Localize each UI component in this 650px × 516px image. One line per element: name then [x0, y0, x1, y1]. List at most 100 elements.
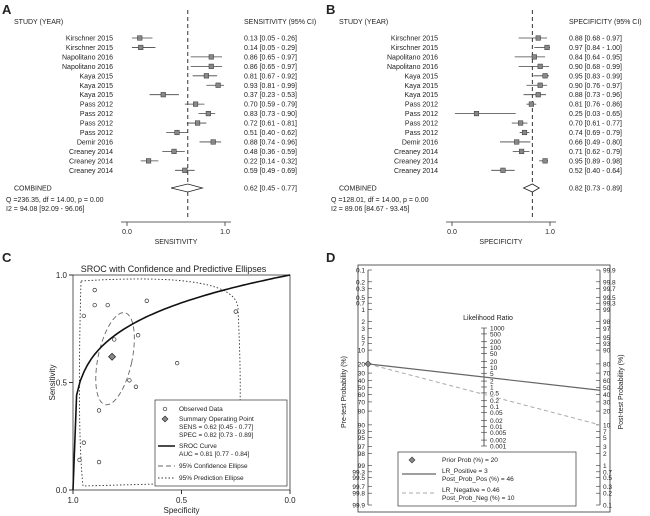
lr-title: Likelihood Ratio	[463, 315, 513, 322]
heterogeneity-stat: Q =128.01, df = 14.00, p = 0.00	[331, 197, 429, 204]
study-label: Pass 2012	[405, 130, 438, 137]
x-tick-label: 1.0	[220, 229, 230, 236]
x-tick-label: 1.0	[545, 229, 555, 236]
lr-tick-label: 0.5	[490, 390, 499, 397]
observed-point	[112, 337, 117, 342]
negative-lr-line	[367, 363, 601, 426]
ci-label: 0.86 [0.65 - 0.97]	[244, 54, 297, 61]
study-label: Kirschner 2015	[66, 45, 113, 52]
posttest-tick-label: 99.5	[603, 295, 616, 302]
ci-label: 0.74 [0.69 - 0.79]	[569, 130, 622, 137]
pretest-tick-label: 70	[358, 399, 366, 406]
legend-prior-symbol	[408, 456, 416, 464]
study-label: Creaney 2014	[69, 149, 113, 156]
point-estimate	[518, 120, 524, 126]
heterogeneity-stat: I2 = 89.06 [84.67 - 93.45]	[331, 206, 409, 213]
study-label: Kirschner 2015	[66, 36, 113, 43]
pretest-tick-label: 30	[358, 371, 366, 378]
posttest-tick-label: 1	[603, 463, 607, 470]
panel-c: C SROC with Confidence and Predictive El…	[2, 250, 296, 515]
point-estimate	[146, 158, 152, 164]
ci-label: 0.97 [0.84 - 1.00]	[569, 45, 622, 52]
ci-label: 0.90 [0.68 - 0.99]	[569, 64, 622, 71]
study-label: Napolitano 2016	[62, 54, 113, 61]
observed-point	[96, 408, 102, 413]
lr-tick-label: 1000	[490, 326, 505, 333]
pretest-tick-label: 3	[361, 326, 365, 333]
lr-tick-label: 0.02	[490, 418, 503, 425]
pretest-tick-label: 20	[358, 361, 366, 368]
ci-label: 0.51 [0.40 - 0.62]	[244, 130, 297, 137]
point-estimate	[500, 167, 506, 173]
point-estimate	[193, 101, 199, 107]
observed-point	[92, 302, 97, 308]
lr-tick-label: 0.005	[490, 430, 507, 437]
point-estimate	[473, 111, 480, 117]
pretest-tick-label: 95	[358, 435, 366, 442]
pretest-tick-label: 90	[358, 422, 366, 429]
posttest-tick-label: 98	[603, 319, 611, 326]
pretest-tick-label: 99.3	[352, 469, 365, 476]
study-label: Creaney 2014	[394, 149, 438, 156]
positive-lr-line	[367, 363, 601, 391]
study-label: Pass 2012	[405, 102, 438, 109]
posttest-tick-label: 40	[603, 392, 611, 399]
x-axis-title: SPECIFICITY	[479, 239, 523, 246]
ci-label: 0.37 [0.23 - 0.53]	[244, 92, 297, 99]
observed-point	[81, 313, 86, 319]
forest-plot-sensitivity: STUDY (YEAR) SENSITIVITY (95% CI) Kirschne…	[6, 10, 316, 246]
posttest-tick-label: 93	[603, 341, 611, 348]
point-estimate	[514, 139, 520, 145]
point-estimate	[519, 148, 525, 154]
point-estimate	[528, 101, 534, 107]
combined-ci: 0.62 [0.45 - 0.77]	[244, 186, 297, 193]
legend-lr-negative: LR_Negative = 0.46	[442, 487, 500, 494]
study-label: Kaya 2015	[80, 73, 114, 80]
y-tick-label: 1.0	[56, 271, 68, 280]
ci-label: 0.72 [0.61 - 0.81]	[244, 121, 297, 128]
point-estimate	[138, 44, 144, 51]
study-label: Pass 2012	[80, 130, 113, 137]
lr-tick-label: 100	[490, 345, 501, 352]
point-estimate	[210, 139, 216, 145]
legend-prior: Prior Prob (%) = 20	[442, 457, 498, 464]
combined-ci: 0.82 [0.73 - 0.89]	[569, 186, 622, 193]
point-estimate	[160, 92, 166, 98]
lr-tick-label: 0.2	[490, 398, 499, 405]
pretest-tick-label: 98	[358, 451, 366, 458]
study-label: Creaney 2014	[69, 158, 113, 165]
combined-label: COMBINED	[14, 186, 52, 193]
prior-marker	[364, 360, 372, 368]
posttest-tick-label: 80	[603, 361, 611, 368]
study-label: Pass 2012	[80, 102, 113, 109]
legend-post-neg: Post_Prob_Neg (%) = 10	[442, 495, 515, 502]
pretest-tick-label: 50	[358, 385, 366, 392]
observed-point	[135, 333, 141, 338]
ci-label: 0.86 [0.65 - 0.97]	[244, 64, 297, 71]
study-label: Kaya 2015	[405, 92, 439, 99]
study-label: Pass 2012	[405, 121, 438, 128]
forest-plot-specificity: STUDY (YEAR) SPECIFICITY (95% CI) Kirschne…	[331, 10, 642, 246]
study-label: Demir 2016	[77, 139, 113, 146]
posttest-tick-label: 90	[603, 348, 611, 355]
legend-lr-positive: LR_Positive = 3	[442, 468, 488, 475]
study-label: Pass 2012	[80, 121, 113, 128]
sroc-plot: SROC with Confidence and Predictive Elli…	[48, 264, 296, 515]
header-estimate: SPECIFICITY (95% CI)	[569, 19, 642, 26]
observed-point	[127, 378, 132, 383]
y-tick-label: 0.0	[56, 486, 68, 495]
pretest-tick-label: 99	[358, 463, 366, 470]
legend-summary-symbol	[161, 415, 169, 423]
heterogeneity-stat: I2 = 94.08 [92.09 - 96.06]	[6, 206, 84, 213]
ci-label: 0.25 [0.03 - 0.65]	[569, 111, 622, 118]
header-study: STUDY (YEAR)	[339, 19, 388, 26]
point-estimate	[195, 120, 201, 126]
point-estimate	[203, 73, 209, 79]
header-study: STUDY (YEAR)	[14, 19, 63, 26]
lr-tick-label: 0.001	[490, 444, 507, 451]
ci-label: 0.81 [0.67 - 0.92]	[244, 73, 297, 80]
ci-label: 0.95 [0.83 - 0.99]	[569, 73, 622, 80]
observed-point	[233, 309, 238, 314]
legend-conf: 95% Confidence Ellipse	[179, 463, 248, 470]
posttest-tick-label: 95	[603, 335, 611, 342]
